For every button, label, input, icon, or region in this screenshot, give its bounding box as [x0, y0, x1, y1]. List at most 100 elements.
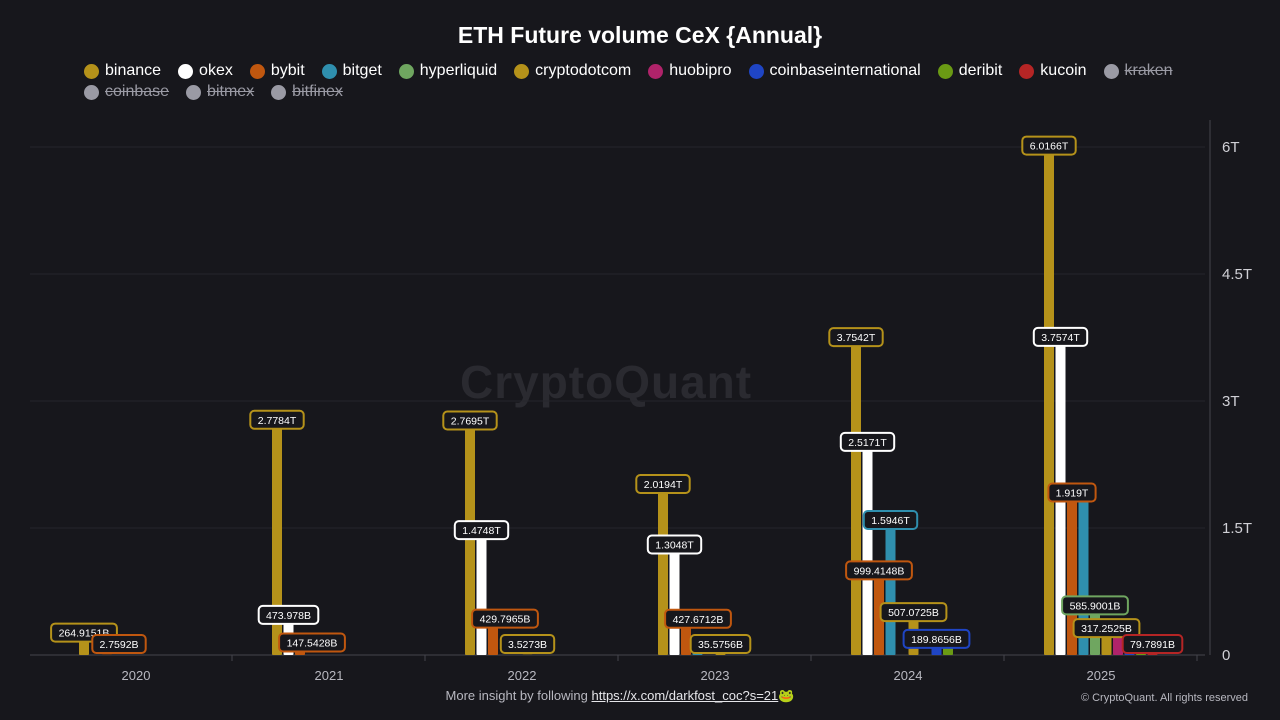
legend: binance okex bybit bitget hyperliquid cryptod…	[84, 62, 1224, 101]
legend-item-bitfinex[interactable]: bitfinex	[271, 83, 343, 101]
legend-item-bitmex[interactable]: bitmex	[186, 83, 254, 101]
legend-label: cryptodotcom	[535, 62, 632, 79]
data-label: 1.5946T	[871, 515, 910, 527]
legend-item-bybit[interactable]: bybit	[249, 62, 305, 80]
legend-dot-icon	[514, 63, 530, 79]
legend-item-coinbase[interactable]: coinbase	[84, 83, 169, 101]
data-label: 3.7542T	[837, 332, 876, 344]
legend-label: bybit	[270, 62, 305, 79]
data-label-box	[902, 628, 971, 649]
legend-label: deribit	[958, 62, 1003, 79]
y-tick-label: 6T	[1222, 139, 1240, 156]
data-label-box	[1061, 595, 1129, 616]
legend-item-coinbaseinternational[interactable]: coinbaseinternational	[748, 62, 921, 80]
data-label-box	[879, 602, 948, 623]
legend-dot-icon	[178, 63, 194, 79]
y-tick-label: 4.5T	[1222, 266, 1252, 283]
legend-item-huobipro[interactable]: huobipro	[648, 62, 732, 80]
data-label: 189.8656B	[911, 634, 962, 646]
legend-dot-icon	[249, 63, 265, 79]
data-label-box	[845, 560, 913, 581]
data-label-box	[257, 604, 320, 625]
legend-item-kraken[interactable]: kraken	[1103, 62, 1173, 80]
data-label-box	[499, 634, 556, 654]
frog-icon: 🐸	[778, 688, 795, 703]
copyright: © CryptoQuant. All rights reserved	[1080, 692, 1248, 704]
footer-link[interactable]: https://x.com/darkfost_coc?s=21	[591, 688, 779, 703]
data-label-box	[1072, 618, 1141, 639]
data-label: 507.0725B	[888, 607, 939, 619]
data-label-box	[249, 409, 305, 430]
data-label-box	[1032, 326, 1089, 347]
legend-label: kucoin	[1040, 62, 1087, 79]
bar-bybit-2024	[874, 570, 884, 655]
data-label-box	[1047, 482, 1097, 503]
legend-item-hyperliquid[interactable]: hyperliquid	[398, 62, 498, 80]
x-tick-label: 2021	[315, 668, 344, 683]
bar-binance-2021	[272, 419, 282, 655]
x-tick-label: 2020	[122, 668, 151, 683]
legend-item-bitget[interactable]: bitget	[321, 62, 382, 80]
legend-label: huobipro	[669, 62, 732, 79]
legend-dot-icon	[1103, 63, 1119, 79]
legend-item-okex[interactable]: okex	[178, 62, 233, 80]
legend-label: bitget	[342, 62, 382, 79]
x-tick-label: 2023	[701, 668, 730, 683]
bar-okex-2023	[669, 544, 680, 655]
legend-item-cryptodotcom[interactable]: cryptodotcom	[514, 62, 631, 80]
footer-text: More insight by following	[445, 688, 592, 703]
data-label: 3.7574T	[1041, 332, 1080, 344]
data-label: 1.4748T	[462, 525, 501, 537]
data-label-box	[862, 509, 919, 530]
legend-dot-icon	[1019, 63, 1035, 79]
data-label-box	[635, 474, 691, 495]
y-tick-label: 0	[1222, 647, 1230, 664]
bar-okex-2024	[862, 441, 873, 655]
data-label-box	[664, 608, 732, 629]
data-label: 2.7784T	[258, 415, 297, 427]
data-label: 2.7592B	[99, 639, 138, 651]
legend-dot-icon	[937, 63, 953, 79]
legend-label: hyperliquid	[419, 62, 498, 79]
data-label-box	[278, 632, 346, 653]
y-tick-label: 3T	[1222, 393, 1240, 410]
legend-label: bitfinex	[292, 83, 343, 100]
data-label-box	[453, 520, 510, 541]
data-label: 35.5756B	[698, 639, 743, 651]
x-tick-label: 2025	[1087, 668, 1116, 683]
data-label: 317.2525B	[1081, 623, 1132, 635]
legend-label: coinbase	[105, 83, 170, 100]
data-label-box	[828, 327, 884, 348]
data-label: 1.3048T	[655, 540, 694, 552]
chart-title: ETH Future volume CeX {Annual}	[457, 22, 823, 48]
legend-item-kucoin[interactable]: kucoin	[1019, 62, 1087, 80]
data-label: 79.7891B	[1130, 639, 1175, 651]
legend-dot-icon	[748, 63, 764, 79]
y-tick-label: 1.5T	[1222, 520, 1252, 537]
data-label-box	[689, 634, 752, 654]
footer: More insight by following https://x.com/…	[0, 688, 1240, 704]
bar-binance-2025	[1044, 145, 1054, 655]
data-label-box	[839, 431, 896, 452]
data-label-box	[471, 608, 539, 629]
watermark: CryptoQuant	[460, 356, 753, 408]
data-label: 427.6712B	[673, 614, 724, 626]
data-label-box	[91, 634, 147, 654]
x-tick-label: 2024	[894, 668, 923, 683]
legend-dot-icon	[186, 84, 202, 100]
legend-label: coinbaseinternational	[769, 62, 921, 79]
legend-item-deribit[interactable]: deribit	[937, 62, 1003, 80]
legend-label: bitmex	[207, 83, 255, 100]
legend-dot-icon	[321, 63, 337, 79]
data-label: 6.0166T	[1030, 141, 1069, 153]
data-label: 1.919T	[1056, 488, 1089, 500]
data-label: 2.0194T	[644, 479, 683, 491]
x-tick-label: 2022	[508, 668, 537, 683]
data-label: 147.5428B	[287, 638, 338, 650]
legend-item-binance[interactable]: binance	[84, 62, 161, 80]
data-label: 3.5273B	[508, 639, 547, 651]
data-label: 999.4148B	[854, 565, 905, 577]
legend-label: binance	[105, 62, 162, 79]
bar-okex-2022	[476, 530, 487, 655]
data-label-box	[442, 410, 498, 431]
